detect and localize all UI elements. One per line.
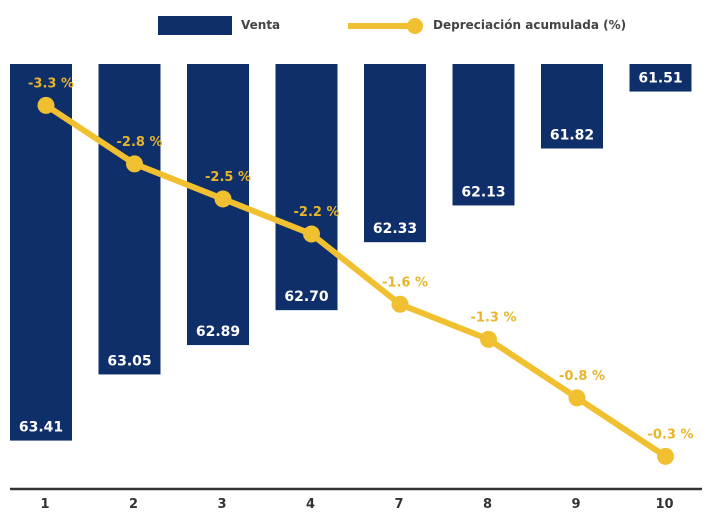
line-label-7: -1.6 %: [382, 275, 428, 290]
bar-4: [275, 64, 338, 311]
bar-1: [10, 64, 72, 441]
bar-label-2: 63.05: [107, 353, 151, 369]
legend-label-depreciacion: Depreciación acumulada (%): [433, 18, 626, 32]
line-label-10: -0.3 %: [648, 427, 694, 442]
x-tick-9: 9: [571, 497, 580, 512]
line-point-1: [37, 96, 55, 114]
line-point-9: [568, 389, 586, 407]
x-tick-4: 4: [306, 497, 315, 512]
bar-label-7: 62.33: [373, 221, 417, 237]
bar-9: [541, 64, 603, 149]
line-label-2: -2.8 %: [117, 135, 163, 150]
bar-label-10: 61.51: [638, 71, 682, 87]
line-label-3: -2.5 %: [205, 170, 251, 185]
legend-swatch-marker: [407, 18, 423, 34]
line-point-10: [657, 447, 674, 465]
line-label-9: -0.8 %: [559, 369, 605, 384]
bar-label-8: 62.13: [461, 184, 505, 200]
depreciation-line: [44, 102, 668, 459]
legend-swatch-venta: [158, 16, 232, 35]
bar-label-4: 62.70: [284, 289, 329, 305]
bar-7: [364, 64, 426, 243]
line-label-8: -1.3 %: [471, 310, 517, 325]
x-tick-3: 3: [217, 497, 226, 512]
line-point-3: [214, 190, 232, 208]
legend-label-venta: Venta: [241, 18, 280, 32]
line-point-4: [303, 225, 320, 243]
bar-label-9: 61.82: [550, 128, 594, 144]
line-series: -3.3 % -2.8 % -2.5 % -2.2 % -1.6 % -1.3 % -0.8…: [28, 76, 693, 465]
x-tick-2: 2: [129, 497, 138, 512]
line-point-2: [126, 155, 143, 173]
x-ticks: 1 2 3 4 7 8 9 10: [40, 497, 673, 512]
line-label-4: -2.2 %: [294, 205, 340, 220]
bars: 63.41 63.05 62.89 62.70 62.33 62.13 61.82 61.51: [10, 64, 692, 441]
legend: Venta Depreciación acumulada (%): [158, 16, 626, 35]
line-point-7: [391, 295, 409, 313]
x-tick-1: 1: [40, 497, 49, 512]
x-tick-10: 10: [655, 497, 673, 512]
bar-10: [629, 64, 692, 92]
x-tick-7: 7: [394, 497, 403, 512]
line-point-8: [480, 330, 497, 348]
bar-8: [452, 64, 515, 206]
bar-label-1: 63.41: [19, 420, 63, 436]
bar-label-3: 62.89: [196, 324, 240, 340]
x-tick-8: 8: [483, 497, 492, 512]
line-label-1: -3.3 %: [28, 76, 74, 91]
bar-2: [98, 64, 161, 375]
